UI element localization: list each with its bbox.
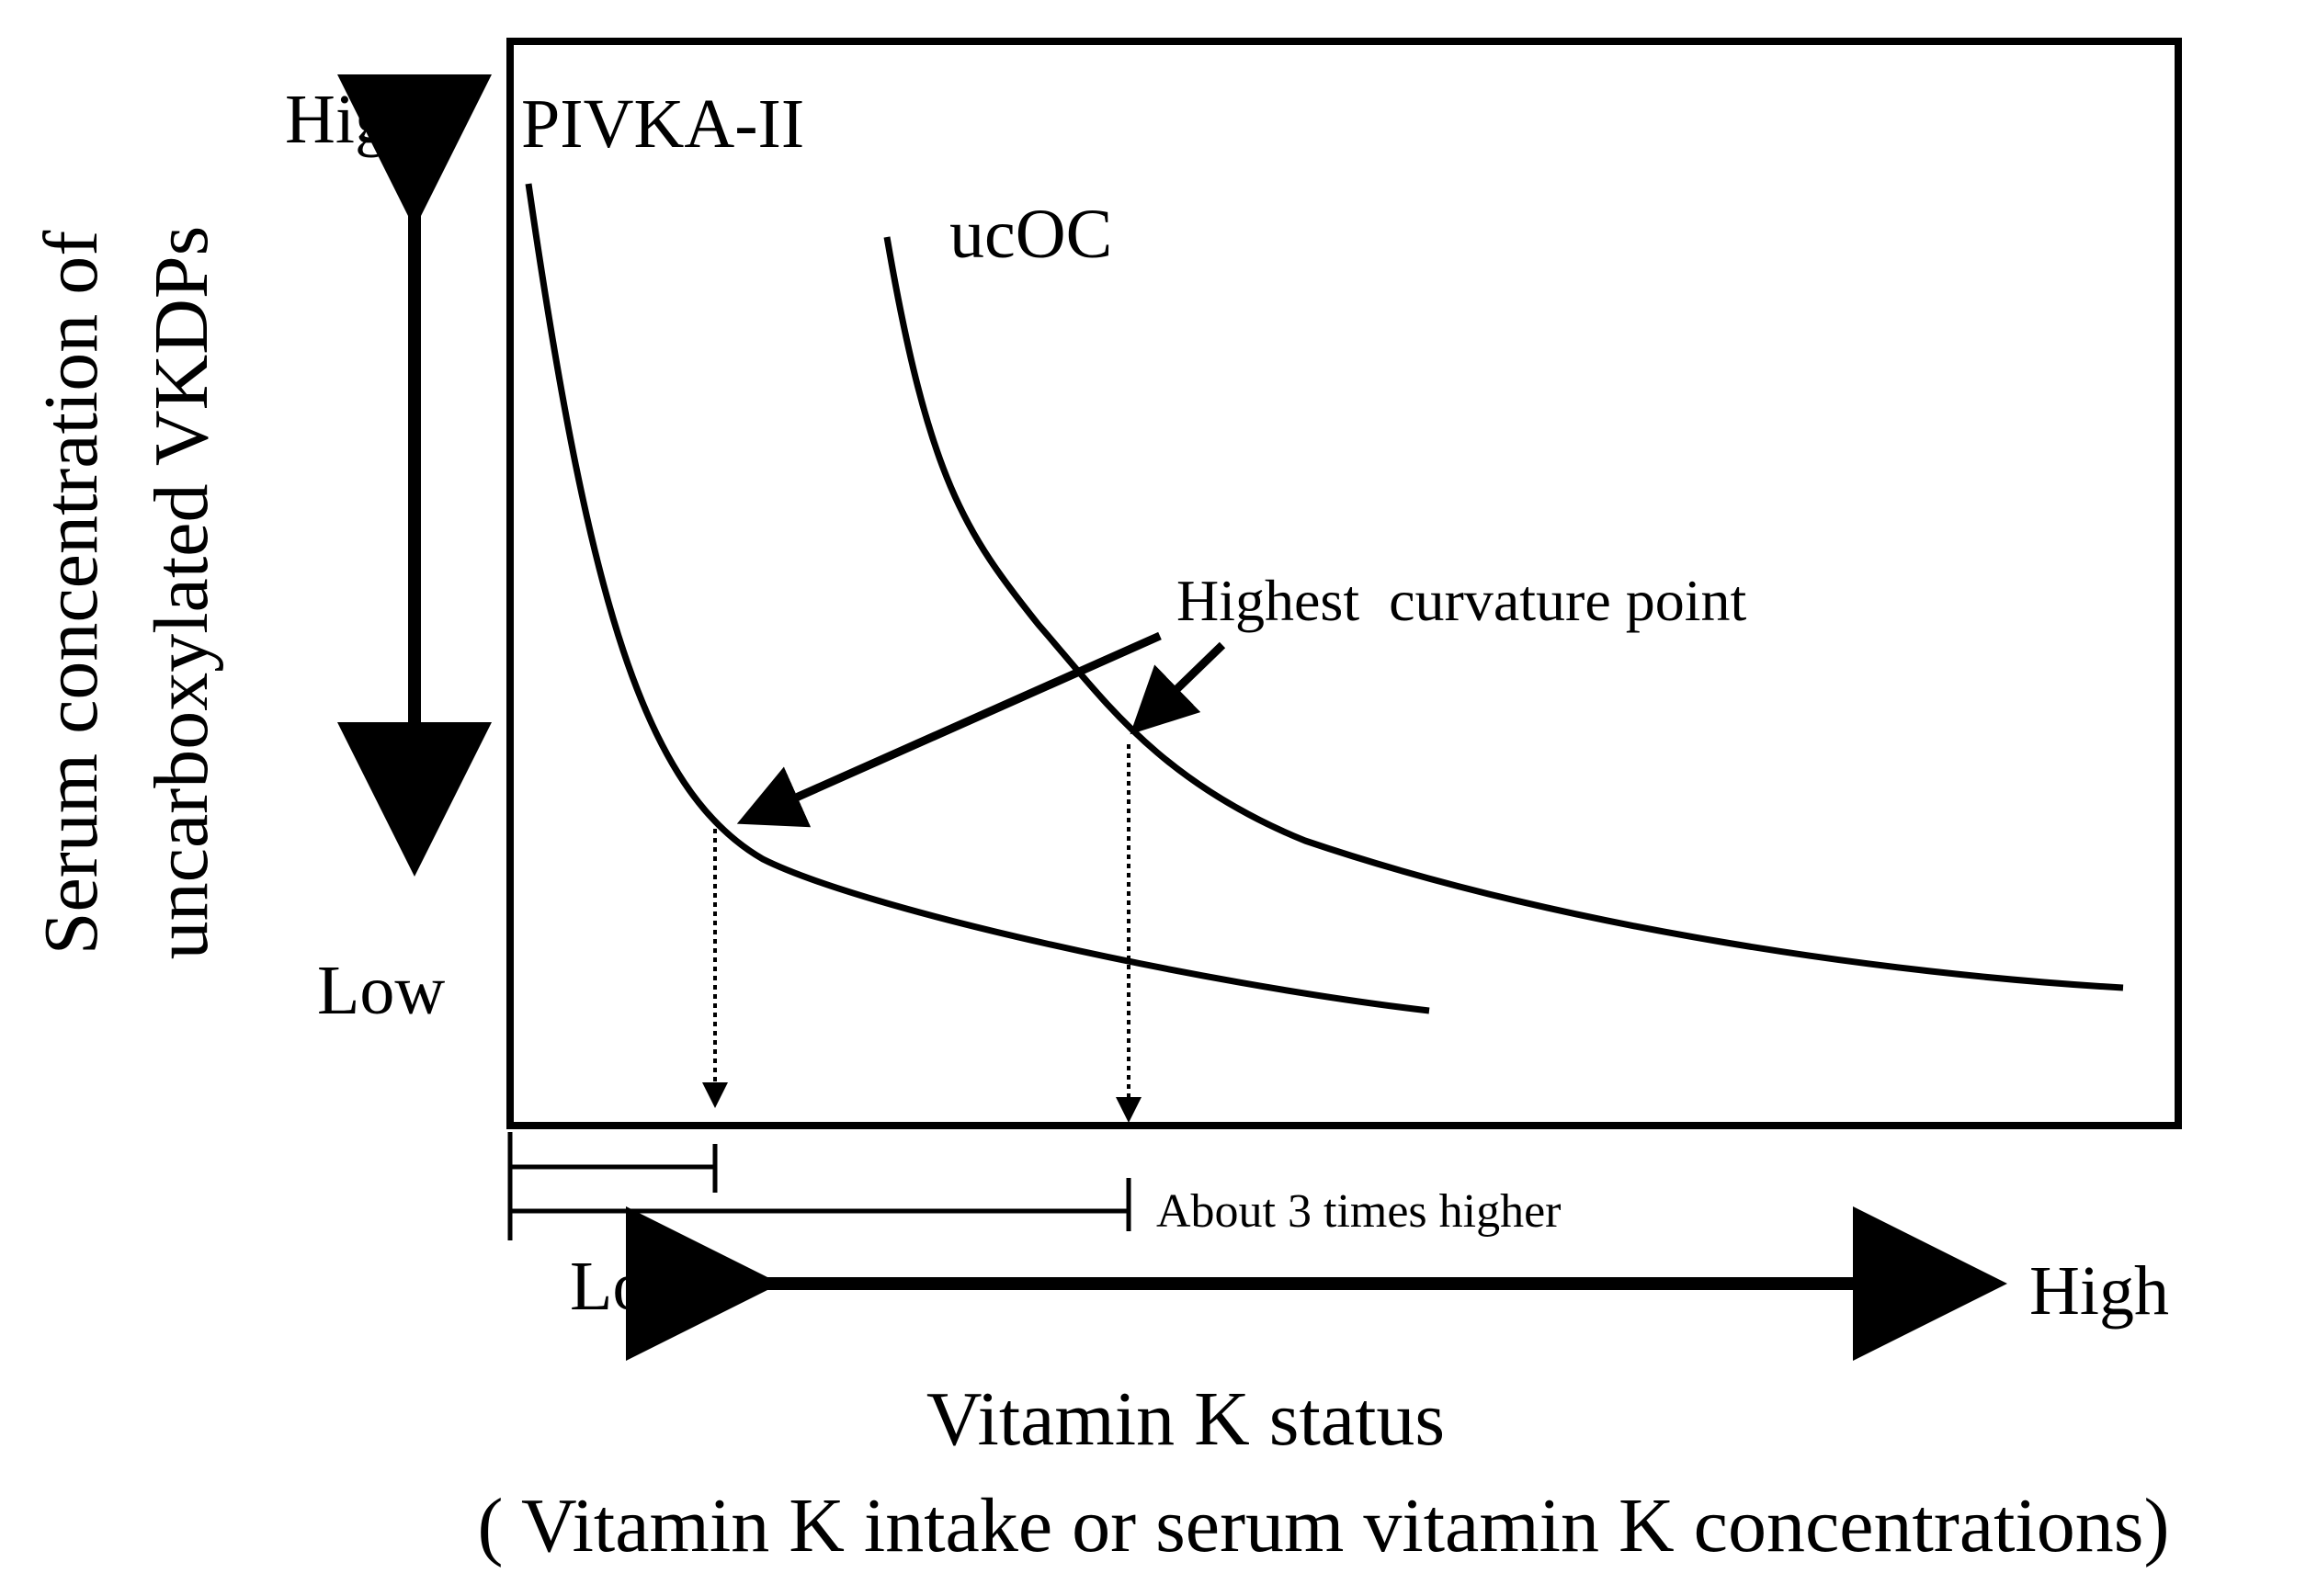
x-axis-low-label: Low [570,1248,698,1325]
x-axis-title: Vitamin K status [926,1376,1445,1462]
x-axis-subtitle: ( Vitamin K intake or serum vitamin K co… [478,1483,2170,1568]
pivka-ii-label: PIVKA-II [521,85,804,163]
y-axis-low-label: Low [317,952,445,1029]
y-axis-high-label: High [285,81,425,158]
pivka-ii-curve [525,183,1430,1014]
y-axis-title-line2: uncarboxylated VKDPs [139,226,224,960]
x-axis-high-label: High [2029,1252,2169,1330]
ucoc-curve [883,236,2124,991]
plot-frame [506,38,2182,1129]
y-axis-title-line1: Serum concentration of [28,231,114,955]
highest-curvature-label: Highest curvature point [1176,568,1747,633]
annotation-arrow-ucoc [1130,641,1226,735]
about-3-times-label: About 3 times higher [1156,1185,1562,1238]
ucoc-label: ucOC [949,196,1112,273]
annotation-arrow-pivka [736,631,1162,828]
